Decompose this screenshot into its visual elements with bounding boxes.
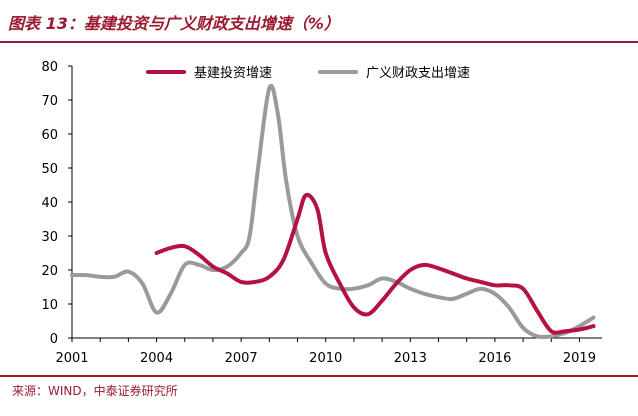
y-tick-label: 10 xyxy=(41,298,58,313)
y-tick-label: 60 xyxy=(41,128,58,143)
series-line-infrastructure-investment xyxy=(154,192,596,335)
x-tick-label: 2007 xyxy=(225,351,258,366)
x-tick-label: 2016 xyxy=(478,351,511,366)
y-tick-label: 0 xyxy=(50,332,58,347)
x-tick-label: 2019 xyxy=(563,351,596,366)
legend-label: 广义财政支出增速 xyxy=(366,66,470,81)
chart-legend: 基建投资增速 广义财政支出增速 xyxy=(146,65,470,81)
y-tick-label: 40 xyxy=(41,196,58,211)
y-tick-label: 70 xyxy=(41,94,58,109)
series-line-fiscal-expenditure xyxy=(70,83,596,340)
y-tick-label: 20 xyxy=(41,264,58,279)
x-tick-label: 2004 xyxy=(140,351,173,366)
series-layer xyxy=(70,83,596,340)
source-note: 来源：WIND，中泰证券研究所 xyxy=(12,384,178,398)
chart-axes: 0 10 20 30 40 50 60 70 80 2001 2004 2007 2010 2013 201… xyxy=(41,60,602,366)
y-tick-label: 50 xyxy=(41,162,58,177)
figure-title: 图表 13：基建投资与广义财政支出增速（%） xyxy=(8,14,340,33)
x-tick-label: 2013 xyxy=(394,351,427,366)
y-tick-label: 80 xyxy=(41,60,58,75)
legend-label: 基建投资增速 xyxy=(194,65,272,81)
x-tick-label: 2010 xyxy=(309,351,342,366)
title-rule xyxy=(0,41,638,43)
x-tick-label: 2001 xyxy=(55,351,88,366)
y-tick-label: 30 xyxy=(41,230,58,245)
source-rule xyxy=(0,375,638,377)
